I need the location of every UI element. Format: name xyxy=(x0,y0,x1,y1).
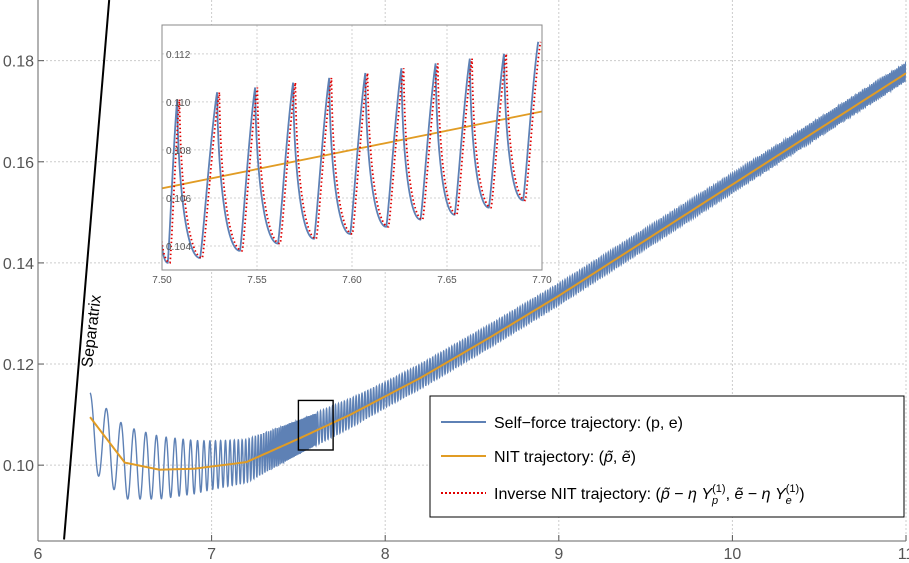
x-tick-label: 7 xyxy=(207,546,216,563)
x-tick-label: 8 xyxy=(381,546,390,563)
separatrix-line xyxy=(63,0,111,540)
legend: Self−force trajectory: (p, e) NIT trajec… xyxy=(429,395,905,518)
inset-plot-area xyxy=(162,41,542,264)
x-tick-label: 10 xyxy=(724,546,742,563)
y-tick-label: 0.18 xyxy=(3,54,34,71)
inset-inverse-nit-trajectory xyxy=(162,41,542,264)
inset-y-tick-label: 0.110 xyxy=(166,98,191,109)
inset-x-tick-label: 7.70 xyxy=(532,275,552,286)
inset-nit-trajectory xyxy=(162,110,542,190)
inset-x-tick-label: 7.50 xyxy=(152,275,172,286)
x-tick-label: 9 xyxy=(554,546,563,563)
x-tick-label: 11 xyxy=(898,546,909,563)
inset-x-tick-label: 7.60 xyxy=(342,275,362,286)
y-tick-label: 0.10 xyxy=(3,458,34,475)
legend-label-inverse-nit: Inverse NIT trajectory: (p̃ − η Yp(1), ẽ… xyxy=(494,483,805,507)
y-tick-label: 0.12 xyxy=(3,357,34,374)
legend-label-nit: NIT trajectory: (p̃, ẽ) xyxy=(494,449,636,466)
inset-x-tick-label: 7.65 xyxy=(437,275,457,286)
inset-x-tick-label: 7.55 xyxy=(247,275,267,286)
inset-y-tick-label: 0.106 xyxy=(166,194,191,205)
inset-y-tick-label: 0.108 xyxy=(166,146,191,157)
legend-box xyxy=(429,395,905,518)
main-plot-area xyxy=(63,0,906,540)
x-tick-label: 6 xyxy=(34,546,43,563)
inset-frame xyxy=(161,24,543,271)
inset-self-force-trajectory xyxy=(162,41,540,264)
self-force-trajectory xyxy=(89,61,906,500)
inset-zoom-plot: 7.50 7.55 7.60 7.65 7.70 0.104 0.106 0.108 0.110… xyxy=(152,24,552,286)
inset-y-tick-label: 0.112 xyxy=(166,50,191,61)
inset-y-tick-label: 0.104 xyxy=(166,242,191,253)
y-tick-label: 0.16 xyxy=(3,155,34,172)
inset-axes: 7.50 7.55 7.60 7.65 7.70 0.104 0.106 0.108 0.110… xyxy=(152,50,552,286)
zoom-box xyxy=(297,399,334,451)
y-tick-label: 0.14 xyxy=(3,256,34,273)
legend-label-sf: Self−force trajectory: (p, e) xyxy=(494,415,683,432)
nit-trajectory xyxy=(89,72,906,471)
